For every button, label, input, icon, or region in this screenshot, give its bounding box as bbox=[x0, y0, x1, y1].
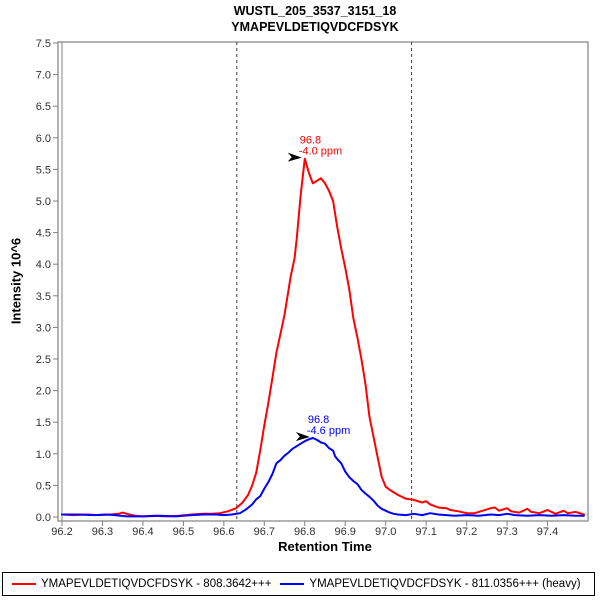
x-tick-label: 96.6 bbox=[213, 526, 234, 538]
x-tick-label: 96.4 bbox=[132, 526, 153, 538]
light-peak-annotation[interactable]: 96.8-4.0 ppm bbox=[287, 135, 342, 162]
heavy-peak-annotation[interactable]: 96.8-4.6 ppm bbox=[295, 414, 350, 441]
y-tick-label: 5.0 bbox=[36, 196, 51, 208]
x-tick-label: 97.3 bbox=[496, 526, 517, 538]
legend-item-heavy[interactable]: YMAPEVLDETIQVDCFDSYK - 811.0356+++ (heav… bbox=[280, 578, 581, 590]
legend-swatch-light-red bbox=[12, 583, 36, 585]
y-tick-label: 3.0 bbox=[36, 322, 51, 334]
x-tick-label: 96.8 bbox=[294, 526, 315, 538]
y-tick-label: 3.5 bbox=[36, 291, 51, 303]
legend: YMAPEVLDETIQVDCFDSYK - 808.3642+++ YMAPE… bbox=[2, 572, 595, 596]
x-tick-label: 96.3 bbox=[92, 526, 113, 538]
peak-arrow-icon bbox=[295, 432, 310, 441]
peak-ppm-label: -4.0 ppm bbox=[299, 146, 342, 158]
peak-rt-label: 96.8 bbox=[300, 135, 321, 147]
x-tick-label: 97.0 bbox=[375, 526, 396, 538]
y-tick-label: 6.0 bbox=[36, 133, 51, 145]
chart-title-line1: WUSTL_205_3537_3151_18 bbox=[233, 4, 397, 18]
x-tick-label: 97.4 bbox=[537, 526, 558, 538]
chart-title: WUSTL_205_3537_3151_18 YMAPEVLDETIQVDCFD… bbox=[30, 3, 600, 36]
peak-arrow-icon bbox=[287, 152, 302, 162]
x-tick-label: 97.2 bbox=[456, 526, 477, 538]
x-tick-label: 96.9 bbox=[335, 526, 356, 538]
light-precursor-trace[interactable] bbox=[61, 157, 585, 518]
y-tick-label: 2.0 bbox=[36, 386, 51, 398]
y-axis-ticks: 0.0 0.5 1.0 1.5 2.0 2.5 3.0 3.5 4.0 4.5 5.0 5.5 6.0 6… bbox=[36, 38, 58, 524]
plot-border bbox=[57, 41, 589, 522]
y-tick-label: 0.5 bbox=[36, 480, 51, 492]
y-tick-label: 5.5 bbox=[36, 164, 51, 176]
y-axis-label: Intensity 10^6 bbox=[8, 237, 24, 325]
y-tick-label: 0.0 bbox=[36, 512, 51, 524]
chromatogram-plot[interactable]: 0.0 0.5 1.0 1.5 2.0 2.5 3.0 3.5 4.0 4.5 5.0 5.5 6.0 6… bbox=[0, 0, 600, 568]
y-tick-label: 7.0 bbox=[36, 70, 51, 82]
x-axis-label: Retention Time bbox=[278, 539, 372, 554]
x-tick-label: 97.1 bbox=[415, 526, 436, 538]
y-tick-label: 6.5 bbox=[36, 101, 51, 113]
peak-ppm-label: -4.6 ppm bbox=[307, 425, 350, 437]
y-tick-label: 4.5 bbox=[36, 228, 51, 240]
chart-title-line2: YMAPEVLDETIQVDCFDSYK bbox=[231, 20, 399, 35]
y-tick-label: 4.0 bbox=[36, 259, 51, 271]
legend-item-light[interactable]: YMAPEVLDETIQVDCFDSYK - 808.3642+++ bbox=[12, 578, 271, 590]
peak-rt-label: 96.8 bbox=[308, 414, 329, 426]
x-tick-label: 96.7 bbox=[254, 526, 275, 538]
heavy-precursor-trace[interactable] bbox=[61, 437, 585, 518]
y-tick-label: 7.5 bbox=[36, 38, 51, 50]
x-tick-label: 96.2 bbox=[51, 526, 72, 538]
y-tick-label: 1.0 bbox=[36, 449, 51, 461]
legend-label-light: YMAPEVLDETIQVDCFDSYK - 808.3642+++ bbox=[41, 578, 272, 590]
legend-label-heavy: YMAPEVLDETIQVDCFDSYK - 811.0356+++ (heav… bbox=[309, 578, 581, 590]
legend-swatch-heavy-blue bbox=[280, 583, 305, 585]
x-tick-label: 96.5 bbox=[173, 526, 194, 538]
y-tick-label: 1.5 bbox=[36, 417, 51, 429]
x-axis-ticks: 96.2 96.3 96.4 96.5 96.6 96.7 96.8 96.9 97.0 97.1… bbox=[51, 521, 558, 538]
y-tick-label: 2.5 bbox=[36, 354, 51, 366]
integration-boundaries bbox=[236, 42, 413, 521]
